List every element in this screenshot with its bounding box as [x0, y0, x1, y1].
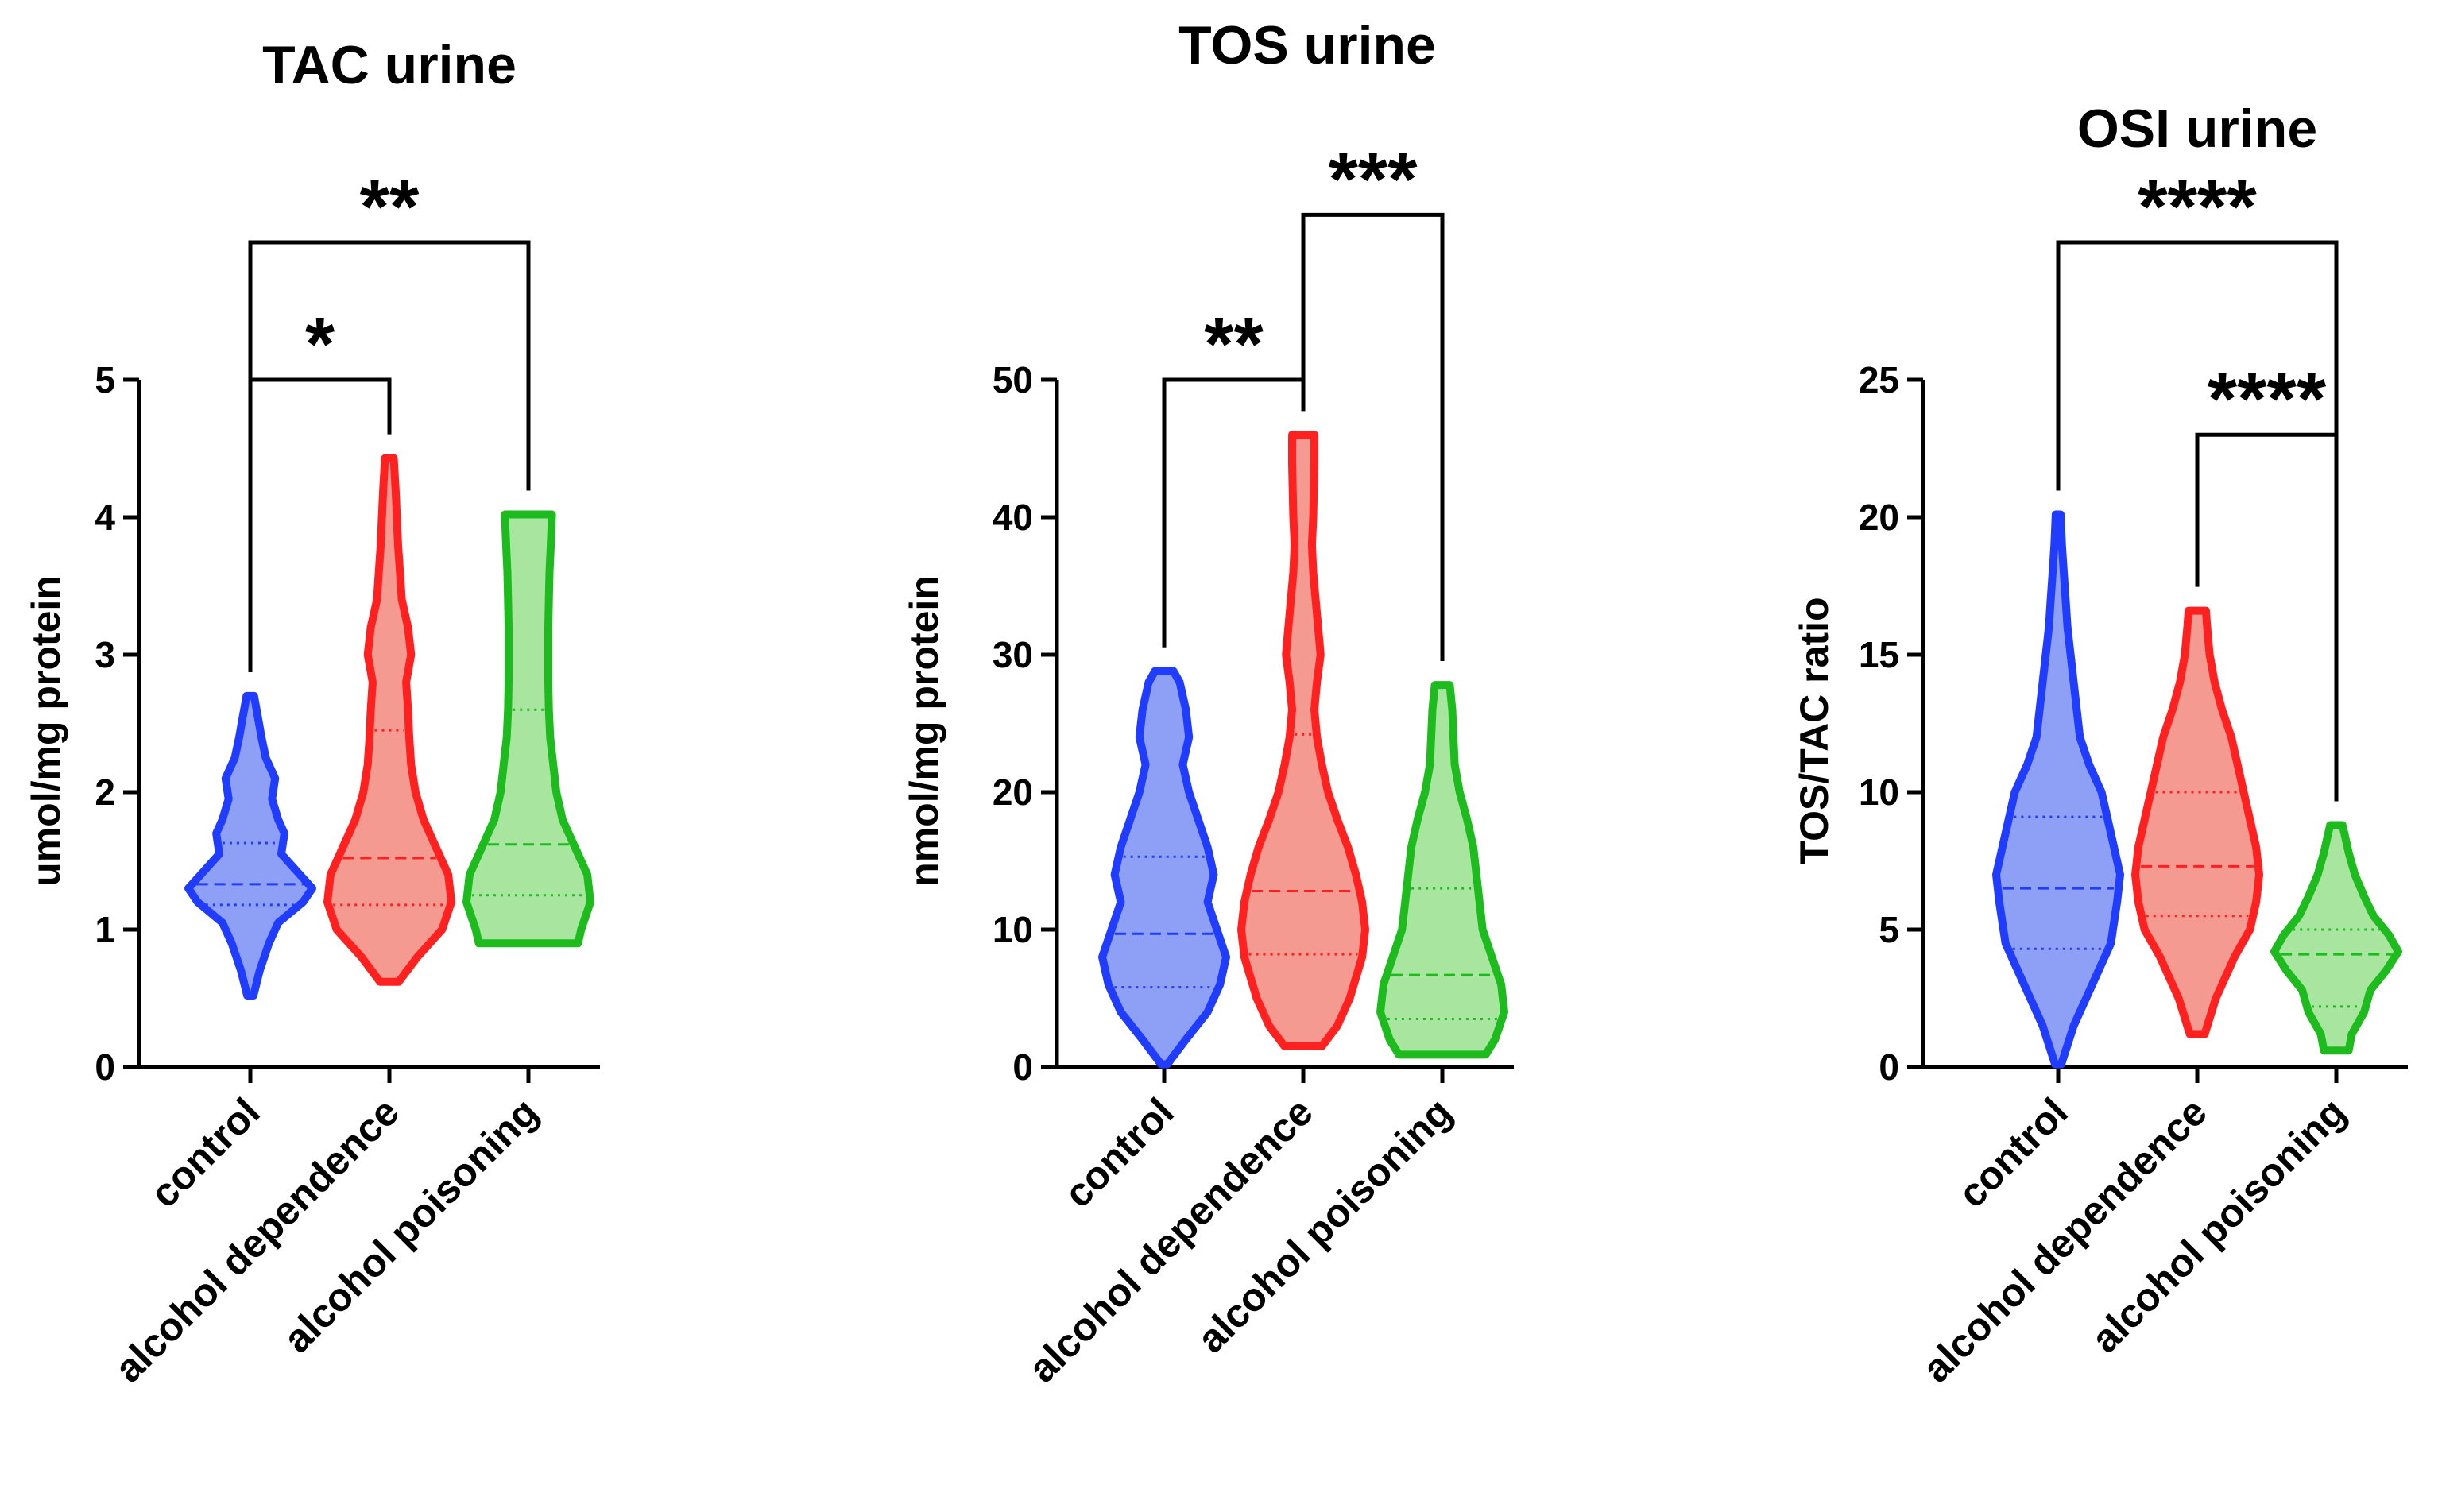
significance-bracket: ***: [1301, 137, 1445, 662]
y-tick-label: 15: [1859, 634, 1899, 675]
y-tick-label: 40: [993, 497, 1033, 538]
y-tick-label: 4: [95, 497, 115, 538]
violin-alcohol-poisoning: [462, 510, 594, 948]
y-tick-label: 20: [1859, 497, 1899, 538]
y-tick-label: 20: [993, 771, 1033, 813]
violin-control: [184, 691, 316, 1000]
violin-body: [323, 454, 455, 986]
violin-body: [184, 691, 316, 1000]
y-tick-label: 2: [95, 771, 115, 813]
significance-stars: ***: [1328, 137, 1418, 222]
x-tick-label: alcohol dependence: [1020, 1089, 1321, 1390]
violin-alcohol-poisoning: [2270, 821, 2402, 1055]
y-axis-label: nmol/mg protein: [902, 575, 946, 887]
violin-alcohol-dependence: [1237, 431, 1369, 1050]
violin-body: [2131, 606, 2263, 1038]
violin-body: [2270, 821, 2402, 1055]
violin-control: [1098, 667, 1230, 1069]
violin-body: [462, 510, 594, 948]
y-tick-label: 0: [1012, 1046, 1033, 1088]
significance-stars: **: [360, 164, 420, 249]
x-tick-label: alcohol poisoning: [275, 1089, 547, 1361]
chart-title: OSI urine: [2077, 99, 2317, 159]
x-tick-label: alcohol dependence: [1914, 1089, 2215, 1390]
y-axis-label: TOS/TAC ratio: [1792, 597, 1836, 864]
significance-bracket: **: [248, 164, 531, 672]
y-tick-label: 5: [1879, 909, 1899, 950]
y-tick-label: 5: [95, 359, 115, 400]
y-axis-label: umol/mg protein: [24, 575, 68, 887]
y-tick-label: 1: [95, 909, 115, 950]
y-tick-label: 10: [1859, 771, 1899, 813]
violin-body: [1237, 431, 1369, 1050]
violin-body: [1992, 510, 2124, 1069]
chart-3: OSI urine TOS/TAC ratio 0 5 10 15 20 25 controla…: [1792, 99, 2408, 1391]
significance-bracket: *: [248, 302, 392, 672]
y-tick-label: 3: [95, 634, 115, 675]
bracket-line: [1301, 212, 1445, 662]
y-tick-label: 25: [1859, 359, 1899, 400]
significance-stars: ****: [2208, 357, 2327, 442]
x-tick-label: control: [1055, 1089, 1182, 1216]
violin-control: [1992, 510, 2124, 1069]
significance-bracket: ****: [2195, 357, 2339, 802]
significance-stars: ****: [2138, 164, 2257, 249]
violin-body: [1376, 681, 1508, 1059]
chart-title: TOS urine: [1178, 15, 1436, 75]
x-tick-label: alcohol poisoning: [2083, 1089, 2355, 1361]
y-tick-label: 50: [993, 359, 1033, 400]
violin-alcohol-dependence: [2131, 606, 2263, 1038]
significance-bracket: **: [1162, 302, 1306, 648]
bracket-line: [248, 240, 531, 672]
y-tick-label: 30: [993, 634, 1033, 675]
x-tick-label: control: [141, 1089, 268, 1216]
x-tick-label: alcohol dependence: [106, 1089, 407, 1390]
bracket-line: [2195, 432, 2339, 802]
x-tick-label: control: [1949, 1089, 2076, 1216]
y-tick-label: 0: [1879, 1046, 1899, 1088]
bracket-line: [1162, 377, 1306, 648]
violin-alcohol-poisoning: [1376, 681, 1508, 1059]
significance-stars: **: [1204, 302, 1264, 387]
y-tick-label: 0: [95, 1046, 115, 1088]
x-tick-label: alcohol poisoning: [1189, 1089, 1461, 1361]
y-tick-label: 10: [993, 909, 1033, 950]
violin-body: [1098, 667, 1230, 1069]
chart-2: TOS urine nmol/mg protein 0 10 20 30 40 50 contr…: [902, 15, 1514, 1391]
chart-title: TAC urine: [262, 35, 517, 95]
chart-1: TAC urine umol/mg protein 0 1 2 3 4 5 controlalc…: [24, 35, 600, 1391]
significance-stars: *: [305, 302, 335, 387]
violin-alcohol-dependence: [323, 454, 455, 986]
